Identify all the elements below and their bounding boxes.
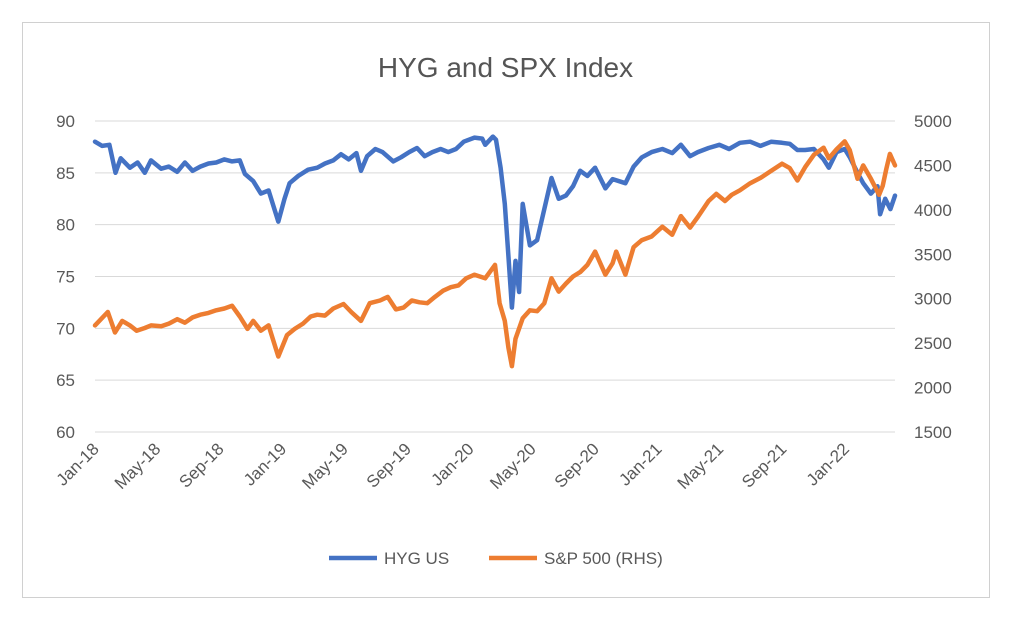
- left-tick-label: 75: [56, 268, 75, 287]
- legend: HYG US S&P 500 (RHS): [329, 549, 663, 568]
- legend-label: HYG US: [384, 549, 449, 568]
- x-tick-label: May-18: [111, 439, 165, 493]
- x-tick-label: Jan-22: [803, 439, 853, 489]
- chart-title: HYG and SPX Index: [377, 52, 634, 83]
- x-tick-label: Jan-20: [427, 439, 477, 489]
- x-tick-label: Jan-19: [240, 439, 290, 489]
- left-tick-label: 80: [56, 216, 75, 235]
- x-tick-label: Jan-21: [615, 439, 665, 489]
- right-tick-label: 2500: [914, 334, 952, 353]
- x-tick-label: Sep-20: [551, 439, 603, 491]
- series-line-spx: [92, 139, 898, 369]
- chart-frame: [22, 22, 990, 598]
- right-tick-label: 3500: [914, 245, 952, 264]
- series-lines: [92, 134, 898, 369]
- right-tick-label: 4000: [914, 201, 952, 220]
- x-tick-label: May-19: [298, 439, 352, 493]
- right-tick-label: 2000: [914, 379, 952, 398]
- x-tick-label: May-21: [674, 439, 728, 493]
- x-tick-label: May-20: [486, 439, 540, 493]
- x-tick-label: Sep-21: [738, 439, 790, 491]
- left-axis-ticks: 60 65 70 75 80 85 90: [56, 112, 75, 442]
- x-tick-label: Sep-19: [363, 439, 415, 491]
- gridlines: [95, 120, 895, 433]
- right-tick-label: 4500: [914, 156, 952, 175]
- x-axis-ticks: Jan-18 May-18 Sep-18 Jan-19 May-19 Sep-19 Jan-…: [53, 439, 853, 493]
- left-tick-label: 60: [56, 423, 75, 442]
- x-tick-label: Jan-18: [53, 439, 103, 489]
- left-tick-label: 85: [56, 164, 75, 183]
- x-tick-label: Sep-18: [175, 439, 227, 491]
- left-tick-label: 65: [56, 371, 75, 390]
- right-tick-label: 5000: [914, 112, 952, 131]
- legend-label: S&P 500 (RHS): [544, 549, 663, 568]
- right-tick-label: 3000: [914, 290, 952, 309]
- left-tick-label: 90: [56, 112, 75, 131]
- right-tick-label: 1500: [914, 423, 952, 442]
- left-tick-label: 70: [56, 319, 75, 338]
- right-axis-ticks: 1500 2000 2500 3000 3500 4000 4500 5000: [914, 112, 952, 442]
- series-line-hyg: [92, 134, 898, 310]
